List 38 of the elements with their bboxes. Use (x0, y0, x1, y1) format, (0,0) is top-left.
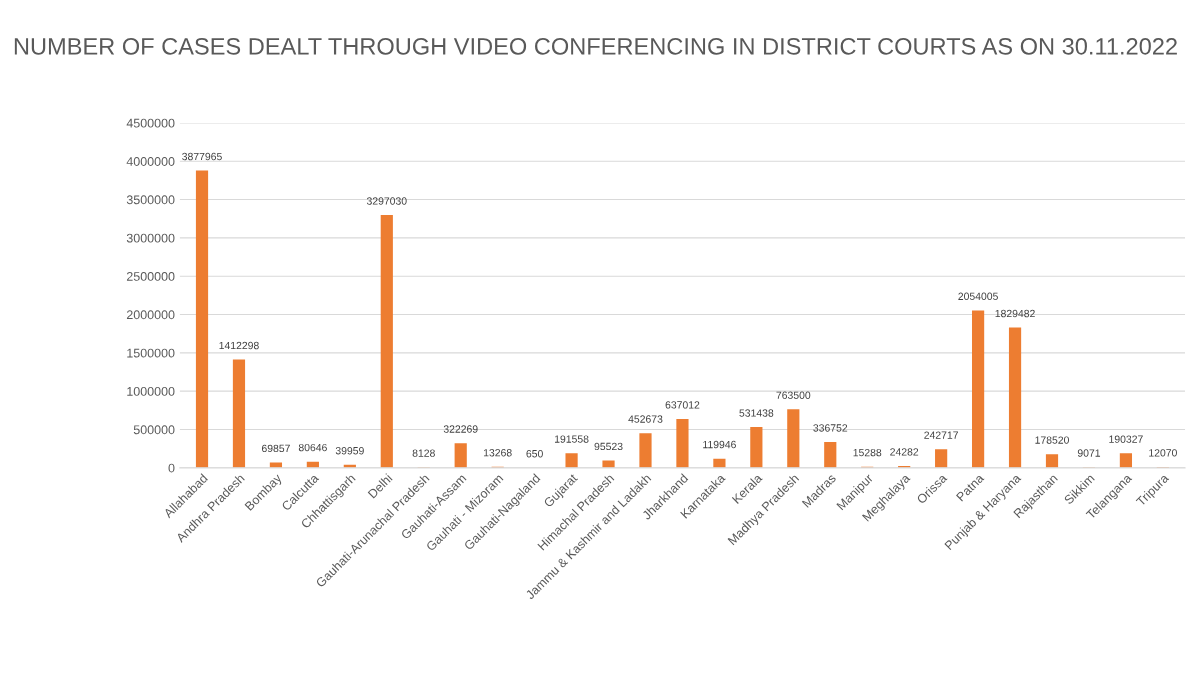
data-label: 531438 (739, 409, 774, 417)
data-label: 8128 (412, 449, 435, 457)
y-tick-label: 4500000 (126, 118, 175, 128)
y-tick-label: 500000 (133, 425, 175, 435)
data-label: 637012 (665, 401, 700, 409)
y-tick-label: 1500000 (127, 348, 175, 358)
data-label: 39959 (335, 447, 364, 455)
data-label: 3877965 (182, 152, 222, 161)
data-label: 242717 (924, 431, 958, 439)
data-label: 336752 (813, 424, 848, 432)
data-label: 650 (526, 450, 543, 458)
y-tick-label: 3000000 (126, 233, 175, 243)
data-label: 2054005 (958, 292, 998, 300)
y-tick-label: 2000000 (126, 310, 175, 320)
data-label: 80646 (298, 443, 327, 452)
data-label: 452673 (628, 415, 663, 423)
data-label: 95523 (594, 442, 623, 451)
data-label: 1829482 (995, 309, 1035, 318)
data-label: 13268 (483, 449, 512, 457)
data-label: 3297030 (366, 197, 407, 205)
data-label: 190327 (1109, 435, 1143, 443)
y-tick-label: 4000000 (126, 157, 175, 166)
data-label: 763500 (776, 391, 811, 399)
y-tick-label: 3500000 (126, 195, 175, 205)
y-tick-label: 2500000 (126, 272, 175, 281)
data-label: 15288 (853, 448, 882, 457)
data-label: 12070 (1149, 449, 1177, 457)
data-label: 178520 (1035, 436, 1069, 444)
y-tick-label: 0 (168, 463, 175, 473)
data-label: 322269 (443, 425, 478, 433)
data-label: 24282 (890, 448, 919, 456)
data-label: 9071 (1077, 449, 1101, 457)
chart-title: NUMBER OF CASES DEALT THROUGH VIDEO CONFERENCING IN DISTRICT COURTS AS ON 30.11.2022 (14, 37, 1177, 55)
data-label: 119946 (703, 440, 736, 449)
y-tick-label: 1000000 (127, 386, 175, 396)
data-label: 1412298 (219, 341, 259, 350)
data-label: 69857 (261, 444, 290, 453)
data-label: 191558 (554, 435, 589, 443)
